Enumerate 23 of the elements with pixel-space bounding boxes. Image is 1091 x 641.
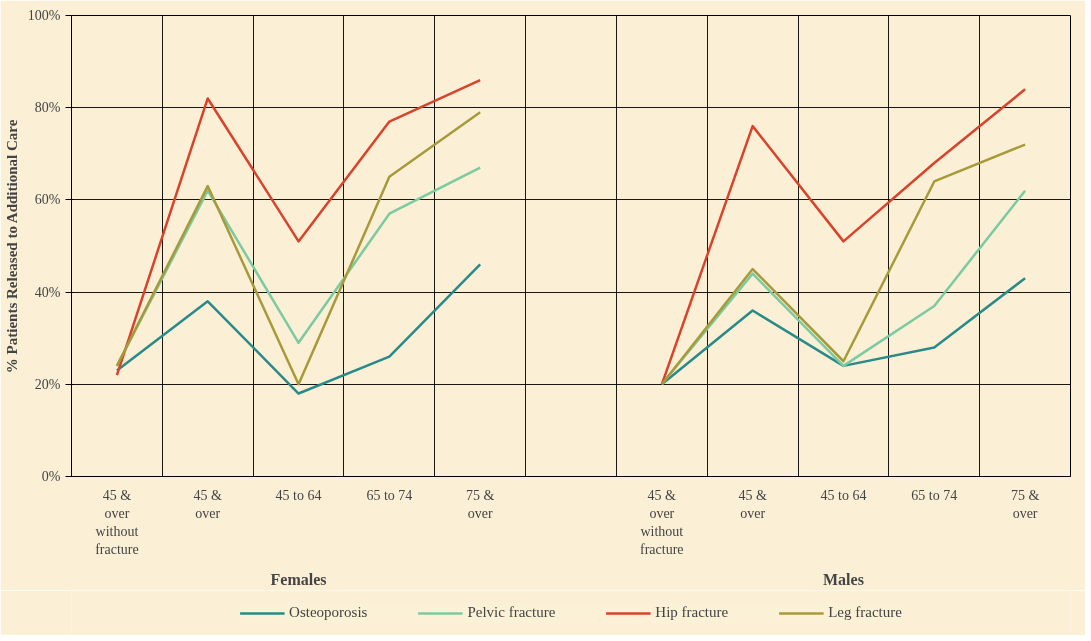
y-tick-label: 20% bbox=[34, 376, 61, 392]
legend-label: Osteoporosis bbox=[289, 604, 368, 621]
y-tick-label: 0% bbox=[41, 469, 61, 484]
legend-label: Hip fracture bbox=[655, 604, 729, 621]
y-tick-label: 40% bbox=[34, 284, 61, 300]
legend-label: Pelvic fracture bbox=[467, 604, 556, 621]
x-tick-label: 45 & over bbox=[193, 487, 223, 521]
x-tick-label: 75 & over bbox=[1010, 487, 1040, 521]
y-tick-label: 60% bbox=[34, 192, 61, 208]
x-tick-label: 45 to 64 bbox=[275, 487, 322, 503]
x-tick-label: 75 & over bbox=[465, 487, 495, 521]
x-tick-label: 65 to 74 bbox=[366, 487, 413, 503]
y-axis-title: % Patients Released to Additional Care bbox=[3, 119, 20, 374]
x-tick-label: 65 to 74 bbox=[911, 487, 958, 503]
y-tick-label: 80% bbox=[34, 100, 61, 116]
x-tick-label: 45 & over without fracture bbox=[95, 487, 139, 557]
legend-label: Leg fracture bbox=[828, 604, 902, 621]
x-tick-label: 45 & over without fracture bbox=[640, 487, 684, 557]
text: Females bbox=[270, 570, 327, 588]
x-tick-label: 45 & over bbox=[738, 487, 767, 521]
text: Males bbox=[823, 570, 864, 588]
x-tick-label: 45 to 64 bbox=[820, 487, 867, 503]
y-tick-label: 100% bbox=[27, 8, 61, 23]
